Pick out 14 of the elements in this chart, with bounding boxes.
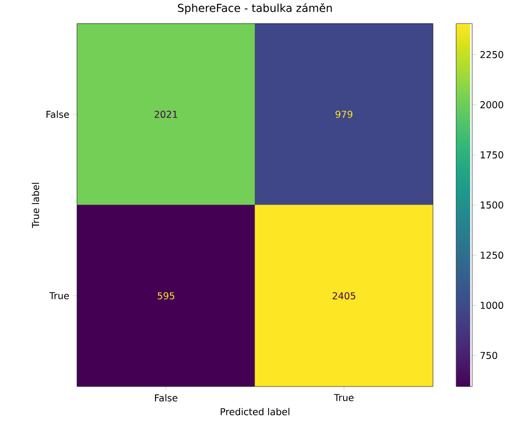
data-label: 2405 — [332, 292, 356, 300]
data-label: 595 — [158, 292, 174, 300]
data-label: 2021 — [154, 110, 178, 118]
y-axis-title: True label — [32, 183, 40, 228]
color-bar-label: 750 — [480, 352, 498, 360]
x-axis-title: Predicted label — [220, 408, 290, 416]
data-label: 979 — [336, 110, 352, 118]
color-bar-label: 1750 — [480, 152, 504, 159]
color-bar-label: 2000 — [480, 101, 504, 109]
chart-title: SphereFace - tabulka záměn — [178, 3, 332, 14]
color-bar-label: 2250 — [480, 51, 504, 58]
color-bar-label: 1250 — [480, 252, 504, 259]
color-bar-label: 1500 — [480, 202, 504, 209]
color-bar-label: 1000 — [480, 302, 504, 310]
